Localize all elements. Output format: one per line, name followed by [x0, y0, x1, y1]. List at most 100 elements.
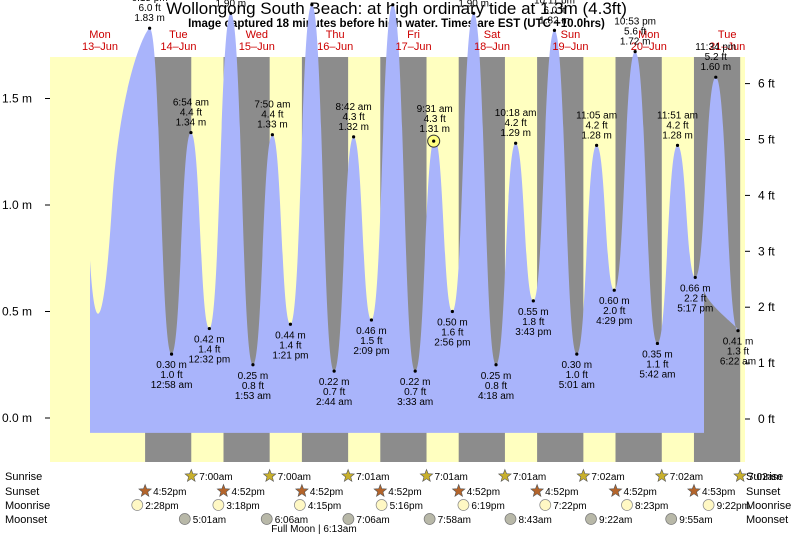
sunset-icon [216, 483, 231, 497]
tide-label-m: 0.30 m [561, 360, 592, 371]
moonrise-icon [294, 499, 306, 511]
tide-label-ft: 1.1 ft [646, 359, 668, 370]
tide-label-ft: 4.2 ft [585, 120, 607, 131]
right-axis-label: 0 ft [758, 412, 775, 426]
tide-label-time: 6:15 pm [132, 0, 168, 4]
sunrise-time: 7:00am [278, 472, 311, 483]
tide-label-time: 10:11 pm [534, 0, 575, 6]
day-name-label: Tue [718, 29, 737, 41]
moonrise-icon [131, 499, 144, 511]
tide-label-m: 0.50 m [437, 318, 468, 329]
day-date-label: 21–Jun [709, 41, 745, 53]
tide-label-ft: 2.2 ft [684, 293, 706, 304]
tide-point [413, 369, 417, 373]
tide-point [494, 363, 498, 367]
tide-label-time: 11:34 pm [695, 42, 736, 53]
tide-label-m: 1.31 m [419, 124, 450, 135]
tide-label-ft: 1.0 ft [566, 370, 588, 381]
tide-point [531, 299, 535, 303]
sunrise-icon [419, 468, 434, 482]
moonset-time: 7:58am [438, 515, 471, 526]
moonset-icon [178, 513, 191, 525]
tide-label-m: 0.22 m [319, 377, 350, 388]
tide-point [251, 363, 255, 367]
moonrise-time: 3:18pm [226, 501, 259, 512]
tide-point [207, 326, 211, 331]
tide-point [310, 3, 314, 7]
day-name-label: Mon [89, 29, 110, 41]
moonrise-icon [212, 499, 225, 511]
tide-point [714, 75, 718, 79]
moonset-icon [260, 513, 273, 525]
sunset-time: 4:52pm [623, 487, 656, 498]
tide-label-m: 0.46 m [356, 326, 387, 337]
tide-label-ft: 5.2 ft [705, 52, 727, 63]
tide-curve-layer [90, 4, 739, 433]
tide-label-m: 1.83 m [134, 13, 165, 24]
tide-label-time: 5:17 pm [677, 303, 713, 314]
sunrise-time: 7:02am [670, 472, 703, 483]
moonrise-time: 4:15pm [308, 501, 341, 512]
sunrise-time: 7:01am [513, 472, 546, 483]
day-name-label: Tue [169, 29, 188, 41]
tide-label-ft: 6.0 ft [543, 5, 565, 16]
tide-label-ft: 0.8 ft [485, 381, 507, 392]
moonset-icon [585, 513, 597, 525]
tide-label-m: 0.44 m [275, 330, 306, 341]
row-label-right: Sunrise [746, 471, 783, 483]
tide-label-ft: 1.5 ft [360, 336, 382, 347]
tide-label-time: 4:29 pm [596, 316, 632, 327]
tide-label-m: 0.41 m [723, 337, 754, 348]
day-date-label: 15–Jun [239, 41, 275, 53]
tide-label-m: 1.94 m [378, 0, 409, 1]
tide-label-m: 1.82 m [539, 15, 570, 26]
sunset-icon [451, 483, 466, 497]
tide-point [450, 309, 454, 314]
axes-layer: 1.5 m 1.0 m 0.5 m 0.0 m 6 ft 5 ft 4 ft 3 ft 2 ft… [2, 77, 775, 426]
moonset-time: 8:43am [518, 515, 551, 526]
row-label-left: Moonrise [5, 500, 50, 512]
right-axis-label: 5 ft [758, 133, 775, 147]
tide-label-m: 0.55 m [518, 307, 549, 318]
moonrise-icon [375, 499, 388, 511]
row-label-left: Moonset [5, 514, 47, 526]
right-axis-label: 6 ft [758, 77, 775, 91]
row-label-right: Moonrise [746, 500, 791, 512]
right-axis-label: 4 ft [758, 188, 775, 202]
tide-label-ft: 4.4 ft [180, 108, 202, 119]
moonset-time: 9:22am [599, 515, 632, 526]
tide-label-time: 10:18 am [495, 108, 537, 119]
tide-point [595, 143, 599, 147]
tide-point [352, 135, 356, 139]
moonset-icon [423, 513, 436, 525]
tide-label-time: 2:09 pm [353, 346, 389, 357]
sunrise-icon [341, 468, 356, 482]
sunset-icon [530, 483, 545, 497]
tide-point [229, 11, 233, 15]
tide-label-ft: 6.0 ft [138, 3, 160, 14]
moonrise-time: 5:16pm [390, 501, 423, 512]
tide-label-m: 0.25 m [481, 371, 512, 382]
tide-area [90, 4, 739, 433]
tide-point [736, 329, 740, 333]
tide-label-ft: 4.4 ft [261, 110, 283, 121]
tide-label-m: 0.30 m [156, 360, 187, 371]
sunset-icon [138, 483, 153, 497]
row-label-left: Sunrise [5, 471, 42, 483]
tide-point [693, 275, 697, 280]
moonset-time: 7:06am [356, 515, 389, 526]
sunrise-icon [733, 468, 748, 482]
moonrise-time: 6:19pm [471, 501, 504, 512]
tide-point [514, 141, 518, 145]
sunset-time: 4:52pm [545, 487, 578, 498]
tide-label-ft: 1.4 ft [198, 345, 220, 356]
chart-title: Wollongong South Beach: at high ordinary… [166, 0, 627, 18]
tide-point [633, 50, 637, 54]
left-axis-label: 1.0 m [2, 198, 32, 212]
tide-label-time: 12:58 am [151, 380, 193, 391]
tide-label-time: 11:05 am [576, 110, 617, 121]
sunset-time: 4:53pm [702, 487, 735, 498]
sunset-time: 4:52pm [467, 487, 500, 498]
tide-label-ft: 5.6 ft [624, 27, 646, 38]
